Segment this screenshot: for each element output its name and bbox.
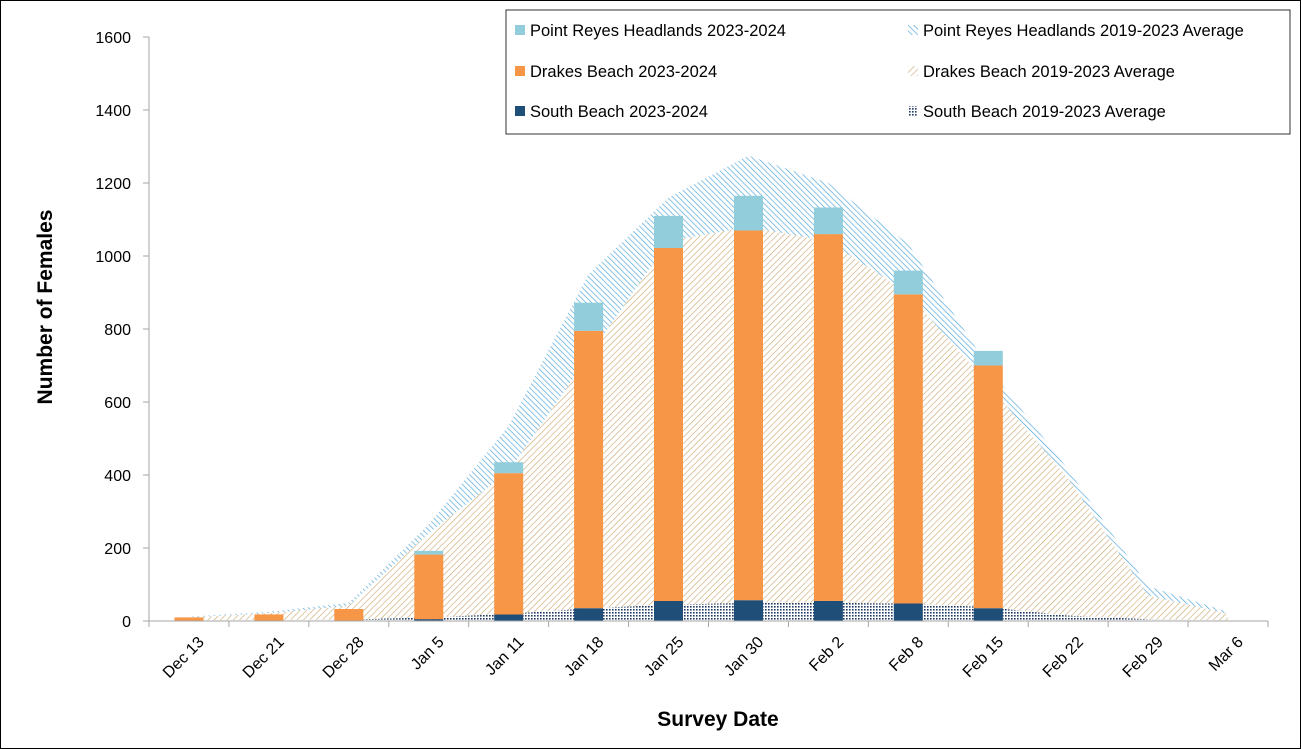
y-tick-label: 400 — [104, 468, 131, 485]
bar-drakes-beach-2023-2024-feb-2 — [813, 234, 843, 601]
bar-south-beach-2023-2024-feb-2 — [813, 600, 843, 621]
bar-drakes-beach-2023-2024-feb-8 — [893, 294, 923, 604]
x-tick-label: Jan 30 — [721, 634, 767, 680]
x-tick-label: Jan 25 — [641, 634, 687, 680]
average-areas — [189, 155, 1228, 621]
x-tick-label: Dec 13 — [160, 634, 208, 682]
legend: Point Reyes Headlands 2023-2024 Point Rey… — [505, 9, 1291, 135]
x-tick-label: Mar 6 — [1206, 634, 1247, 675]
bar-drakes-beach-2023-2024-jan-18 — [574, 330, 604, 609]
bar-south-beach-2023-2024-jan-11 — [494, 614, 524, 621]
bar-drakes-beach-2023-2024-jan-5 — [414, 554, 444, 620]
legend-label-point-reyes-headlands-2023-2024: Point Reyes Headlands 2023-2024 — [530, 22, 786, 40]
bars — [174, 195, 1003, 621]
x-tick-label: Feb 8 — [886, 634, 927, 675]
bar-point-reyes-headlands-2023-2024-jan-30 — [734, 195, 763, 231]
x-tick-label: Feb 29 — [1120, 634, 1167, 681]
bar-south-beach-2023-2024-jan-25 — [654, 600, 683, 621]
legend-swatch-drakes-beach-2019-2023-average — [908, 66, 918, 76]
legend-label-south-beach-2019-2023-average: South Beach 2019-2023 Average — [923, 103, 1166, 121]
legend-box — [505, 9, 1291, 135]
bar-south-beach-2023-2024-feb-15 — [973, 608, 1003, 621]
legend-swatch-point-reyes-headlands-2019-2023-average — [908, 25, 918, 35]
bar-point-reyes-headlands-2023-2024-jan-18 — [574, 302, 604, 331]
y-tick-label: 1600 — [95, 30, 131, 47]
legend-swatch-south-beach-2019-2023-average — [908, 106, 918, 116]
bar-point-reyes-headlands-2023-2024-feb-15 — [973, 350, 1003, 366]
bar-drakes-beach-2023-2024-dec-21 — [254, 614, 284, 621]
y-axis-title: Number of Females — [34, 210, 57, 405]
x-tick-label: Jan 5 — [408, 634, 448, 674]
x-tick-label: Jan 11 — [482, 634, 527, 679]
y-tick-label: 1400 — [95, 103, 131, 120]
y-tick-label: 800 — [104, 322, 131, 339]
legend-label-south-beach-2023-2024: South Beach 2023-2024 — [530, 103, 708, 121]
bar-drakes-beach-2023-2024-jan-25 — [654, 248, 683, 601]
x-tick-label: Feb 2 — [806, 634, 847, 675]
y-tick-label: 0 — [122, 614, 131, 631]
area-south-beach-2019-2023-average — [189, 602, 1228, 621]
bar-south-beach-2023-2024-jan-5 — [414, 619, 444, 621]
y-tick-label: 1200 — [95, 176, 131, 193]
x-tick-label: Feb 15 — [960, 634, 1007, 681]
x-tick-label: Feb 22 — [1040, 634, 1087, 681]
y-tick-label: 600 — [104, 395, 131, 412]
bar-point-reyes-headlands-2023-2024-jan-25 — [654, 215, 683, 248]
bar-point-reyes-headlands-2023-2024-jan-5 — [414, 550, 444, 555]
bar-south-beach-2023-2024-jan-18 — [574, 608, 604, 621]
bar-drakes-beach-2023-2024-dec-13 — [174, 617, 204, 621]
legend-swatch-point-reyes-headlands-2023-2024 — [515, 25, 525, 35]
legend-label-drakes-beach-2023-2024: Drakes Beach 2023-2024 — [530, 63, 717, 81]
bar-drakes-beach-2023-2024-dec-28 — [334, 609, 364, 621]
y-tick-label: 1000 — [95, 249, 131, 266]
bar-drakes-beach-2023-2024-feb-15 — [973, 365, 1003, 609]
x-tick-label: Dec 21 — [240, 634, 288, 682]
bar-drakes-beach-2023-2024-jan-11 — [494, 473, 524, 615]
y-tick-label: 200 — [104, 541, 131, 558]
bar-point-reyes-headlands-2023-2024-feb-2 — [813, 207, 843, 235]
legend-label-point-reyes-headlands-2019-2023-average: Point Reyes Headlands 2019-2023 Average — [923, 22, 1244, 40]
legend-label-drakes-beach-2019-2023-average: Drakes Beach 2019-2023 Average — [923, 63, 1175, 81]
legend-swatch-south-beach-2023-2024 — [515, 106, 525, 116]
area-drakes-beach-2019-2023-average — [189, 226, 1228, 621]
bar-point-reyes-headlands-2023-2024-feb-8 — [893, 270, 923, 295]
legend-swatch-drakes-beach-2023-2024 — [515, 66, 525, 76]
bar-point-reyes-headlands-2023-2024-jan-11 — [494, 462, 524, 474]
bar-south-beach-2023-2024-feb-8 — [893, 603, 923, 621]
x-tick-label: Jan 18 — [561, 634, 607, 680]
bar-south-beach-2023-2024-jan-30 — [734, 600, 763, 621]
bar-drakes-beach-2023-2024-jan-30 — [734, 230, 763, 601]
x-tick-label: Dec 28 — [320, 634, 368, 682]
area-point-reyes-headlands-2019-2023-average — [189, 155, 1228, 618]
x-axis-title: Survey Date — [657, 708, 778, 731]
